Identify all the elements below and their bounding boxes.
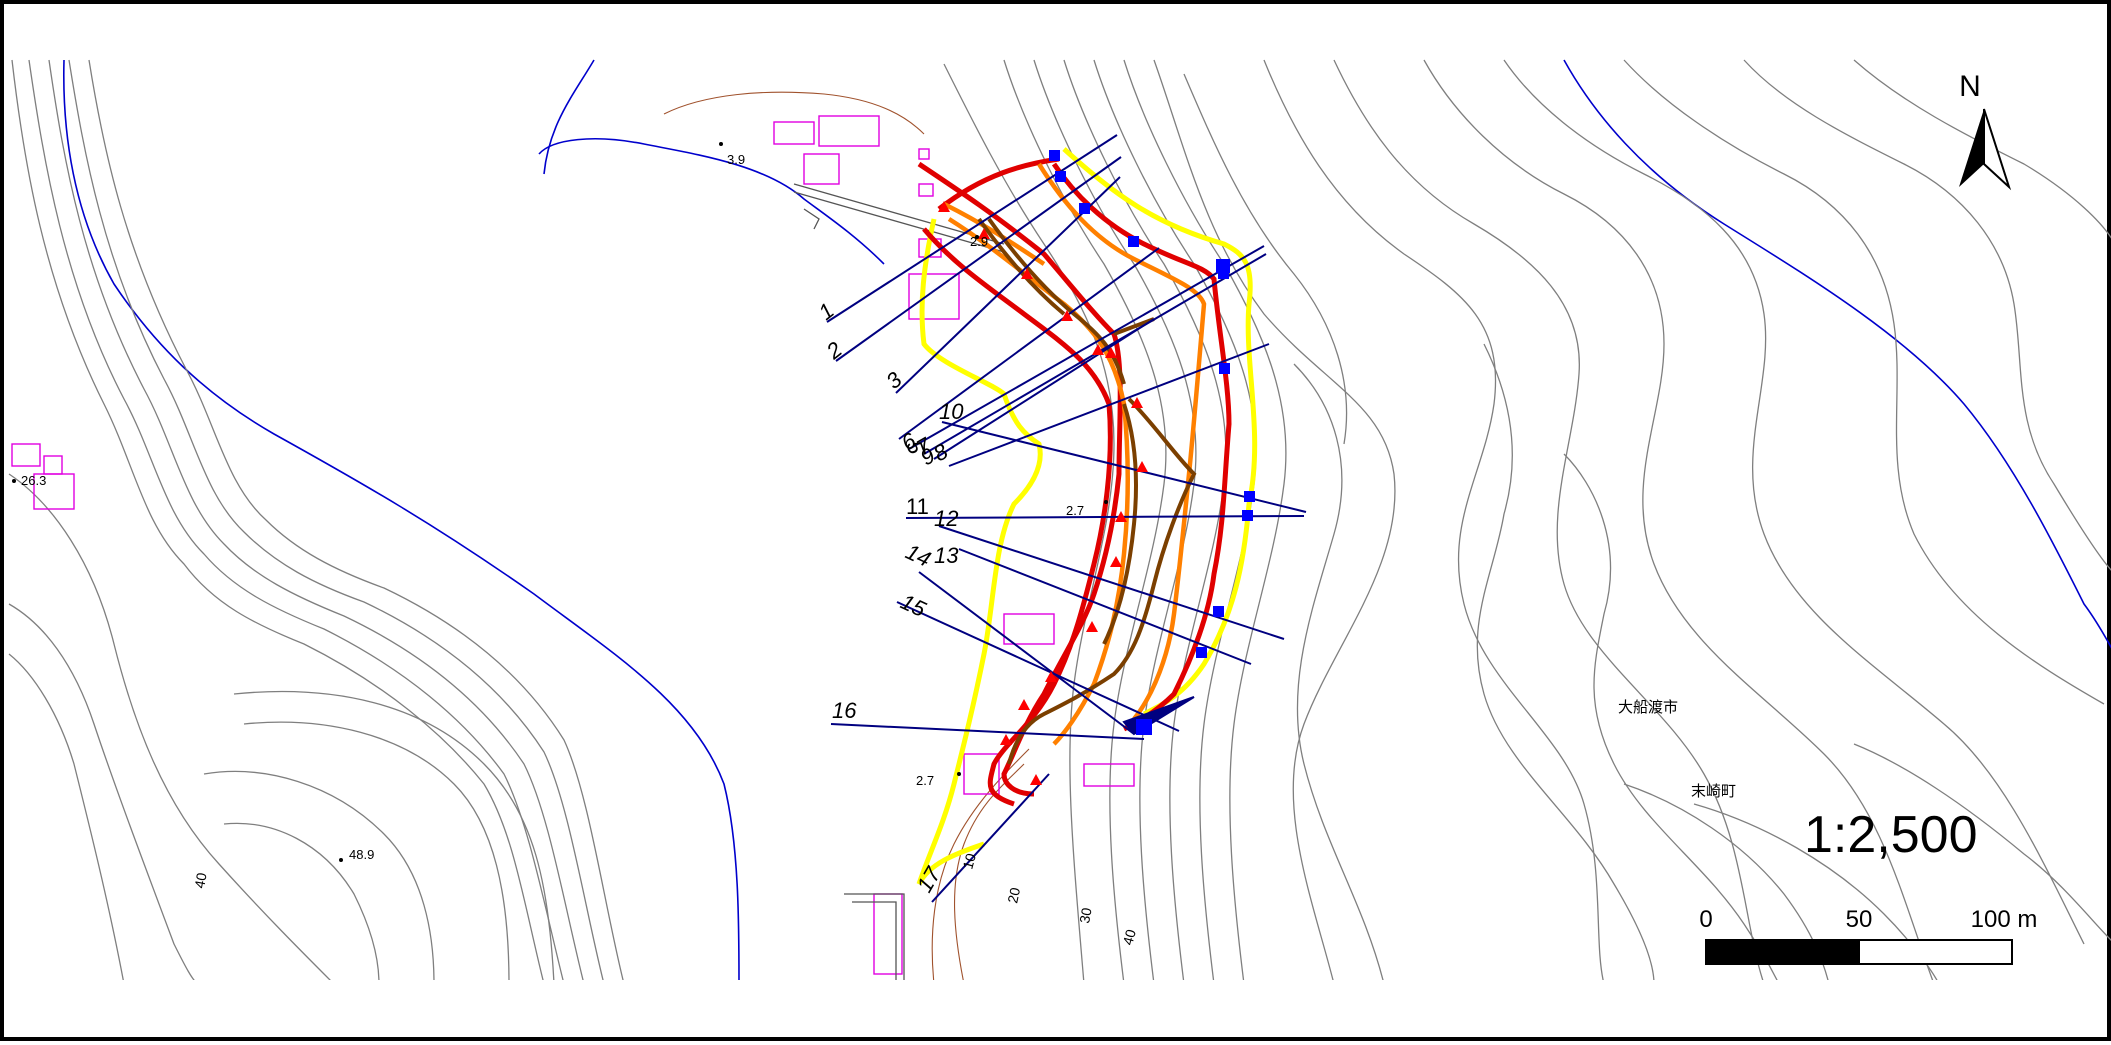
spot-height-2: 2.9 [970, 234, 988, 249]
transect-label-15: 15 [897, 589, 930, 622]
coastline-north [538, 138, 885, 265]
transect-14 [918, 571, 1135, 735]
transect-label-11: 11 [906, 494, 929, 519]
place-name-town: 末崎町 [1691, 782, 1736, 800]
transect-label-10: 10 [939, 399, 964, 424]
transect-label-3: 3 [881, 366, 907, 394]
coastline-northwest [543, 59, 595, 175]
scale-bar-label-0: 0 [1699, 906, 1712, 933]
spot-height-4: 2.7 [1066, 503, 1084, 518]
north-label: N [1959, 70, 1981, 103]
triangle-marker-group [938, 201, 1148, 785]
scale-ratio: 1:2,500 [1804, 806, 1978, 864]
transect-label-14: 14 [902, 539, 935, 572]
transect-11 [905, 515, 1305, 519]
square-marker-group [1049, 150, 1255, 735]
transect-16 [830, 723, 1145, 740]
scale-bar-black [1706, 940, 1859, 964]
contour-label-4: 30 [1076, 906, 1094, 924]
scale-bar-white [1858, 939, 2013, 965]
contour-group [8, 59, 2111, 980]
contour-label-3: 20 [1004, 886, 1023, 905]
transect-8 [948, 343, 1270, 467]
spot-height-1: 3.9 [727, 152, 745, 167]
transect-17 [931, 773, 1050, 903]
transect-label-12: 12 [934, 506, 958, 531]
transect-13 [958, 548, 1252, 665]
spot-height-3: 26.3 [21, 473, 46, 488]
transect-label-1: 1 [814, 298, 839, 325]
map-canvas: 3.9 2.9 26.3 2.7 2.7 48.9 40 10 20 30 40… [8, 59, 2111, 980]
transect-12 [938, 525, 1285, 640]
transect-15 [896, 601, 1180, 732]
contour-label-5: 40 [1119, 927, 1139, 946]
spot-height-6: 48.9 [349, 847, 374, 862]
scale-bar: 0 50 100 m [1699, 906, 2038, 965]
transect-5 [908, 245, 1265, 450]
scale-bar-label-50: 50 [1846, 906, 1873, 933]
transect-label-2: 2 [821, 337, 847, 365]
transect-4 [898, 247, 1160, 440]
spot-height-5: 2.7 [916, 773, 934, 788]
coastline-west [62, 59, 740, 980]
contour-label-2: 10 [959, 851, 979, 870]
transect-1 [826, 134, 1118, 323]
building-group [11, 115, 1135, 975]
spot-dot-group [12, 142, 1108, 862]
coastline-group [62, 59, 2111, 980]
north-arrow-icon [1959, 109, 1984, 187]
place-name-city: 大船渡市 [1618, 698, 1678, 716]
contour-label-1: 40 [191, 871, 209, 889]
transect-label-16: 16 [832, 698, 857, 723]
yellow-line [916, 147, 1258, 886]
transect-2 [835, 156, 1122, 362]
transect-label-13: 13 [934, 543, 959, 568]
scale-bar-label-100: 100 m [1971, 906, 2038, 933]
coastline-east [1563, 59, 2111, 649]
topographic-layer [8, 59, 2111, 980]
north-arrow: N [1959, 70, 2012, 191]
transect-7 [933, 318, 1155, 460]
